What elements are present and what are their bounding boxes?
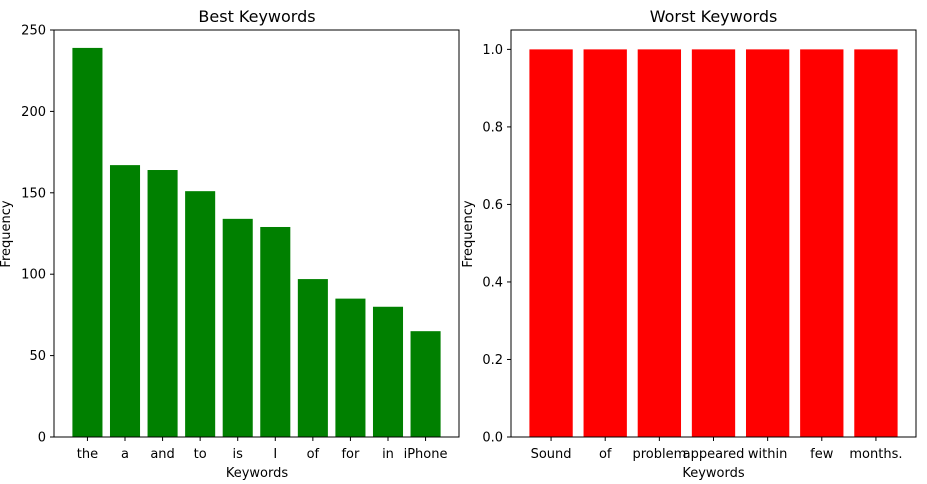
best-keywords-x-tick-label-3: to	[194, 447, 207, 462]
worst-keywords-y-tick-label-2: 0.4	[482, 275, 503, 290]
best-keywords-y-tick-label-4: 200	[21, 105, 46, 120]
best-keywords-x-tick-label-6: of	[307, 447, 320, 462]
best-keywords-bar-3	[185, 191, 216, 437]
worst-keywords-bar-5	[800, 49, 844, 437]
best-keywords-x-tick-label-2: and	[150, 447, 174, 462]
best-keywords-bar-8	[372, 306, 404, 437]
worst-keywords-bar-0	[529, 49, 573, 437]
best-keywords-x-tick-label-8: in	[382, 447, 394, 462]
best-keywords-bar-7	[335, 298, 366, 437]
worst-keywords-y-tick-label-5: 1.0	[482, 43, 503, 58]
best-keywords-x-tick-label-5: I	[273, 447, 277, 462]
best-keywords-y-tick-label-3: 150	[21, 186, 46, 201]
best-keywords-y-tick-label-0: 0	[38, 431, 46, 446]
worst-keywords-plot-frame	[510, 29, 917, 438]
worst-keywords-x-tick-label-5: few	[810, 447, 834, 462]
best-keywords-x-tick-label-1: a	[121, 447, 129, 462]
worst-keywords-y-tick-label-1: 0.2	[482, 353, 503, 368]
best-keywords-bar-0	[72, 47, 103, 437]
best-keywords-bars	[72, 47, 441, 437]
worst-keywords-y-tick-label-0: 0.0	[482, 431, 503, 446]
best-keywords-y-tick-label-2: 100	[21, 268, 46, 283]
best-keywords-x-axis-label: Keywords	[226, 466, 289, 481]
worst-keywords-x-tick-label-6: months.	[849, 447, 902, 462]
worst-keywords-bar-4	[745, 49, 790, 437]
best-keywords-x-tick-label-0: the	[77, 447, 98, 462]
best-keywords-y-tick-label-1: 50	[29, 349, 46, 364]
worst-keywords-bars	[529, 49, 898, 437]
worst-keywords-x-tick-label-2: problem	[632, 447, 686, 462]
worst-keywords-x-tick-label-4: within	[748, 447, 787, 462]
best-keywords-bar-6	[297, 279, 328, 437]
worst-keywords-bar-6	[854, 49, 898, 437]
best-keywords-x-tick-label-7: for	[341, 447, 360, 462]
best-keywords-y-ticks: 0 50 100 150 200 250	[21, 24, 54, 446]
worst-keywords-title: Worst Keywords	[650, 7, 778, 26]
best-keywords-bar-5	[260, 226, 291, 437]
worst-keywords-chart: Worst Keywords Keywords Frequency 0.0 0.2…	[461, 7, 917, 481]
worst-keywords-x-tick-label-1: of	[599, 447, 612, 462]
best-keywords-bar-1	[109, 165, 141, 437]
worst-keywords-y-ticks: 0.0 0.2 0.4 0.6 0.8 1.0	[482, 43, 511, 446]
best-keywords-chart: Best Keywords Keywords Frequency 0 50 100 1…	[0, 7, 460, 481]
best-keywords-bar-4	[222, 218, 253, 437]
worst-keywords-y-tick-label-4: 0.8	[482, 120, 503, 135]
worst-keywords-x-tick-label-3: appeared	[683, 447, 745, 462]
best-keywords-y-axis-label: Frequency	[0, 200, 14, 267]
worst-keywords-x-axis-label: Keywords	[682, 466, 745, 481]
best-keywords-title: Best Keywords	[198, 7, 315, 26]
worst-keywords-bar-3	[691, 49, 736, 437]
worst-keywords-bar-1	[583, 49, 627, 437]
best-keywords-bar-2	[147, 170, 178, 437]
worst-keywords-bar-2	[637, 49, 682, 437]
best-keywords-bar-9	[410, 331, 441, 437]
worst-keywords-y-axis-label: Frequency	[461, 200, 476, 267]
best-keywords-y-tick-label-5: 250	[21, 24, 46, 39]
best-keywords-plot-frame	[53, 29, 460, 438]
best-keywords-x-tick-label-4: is	[233, 447, 244, 462]
worst-keywords-x-tick-label-0: Sound	[531, 447, 572, 462]
worst-keywords-y-tick-label-3: 0.6	[482, 198, 503, 213]
best-keywords-x-tick-label-9: iPhone	[404, 447, 448, 462]
